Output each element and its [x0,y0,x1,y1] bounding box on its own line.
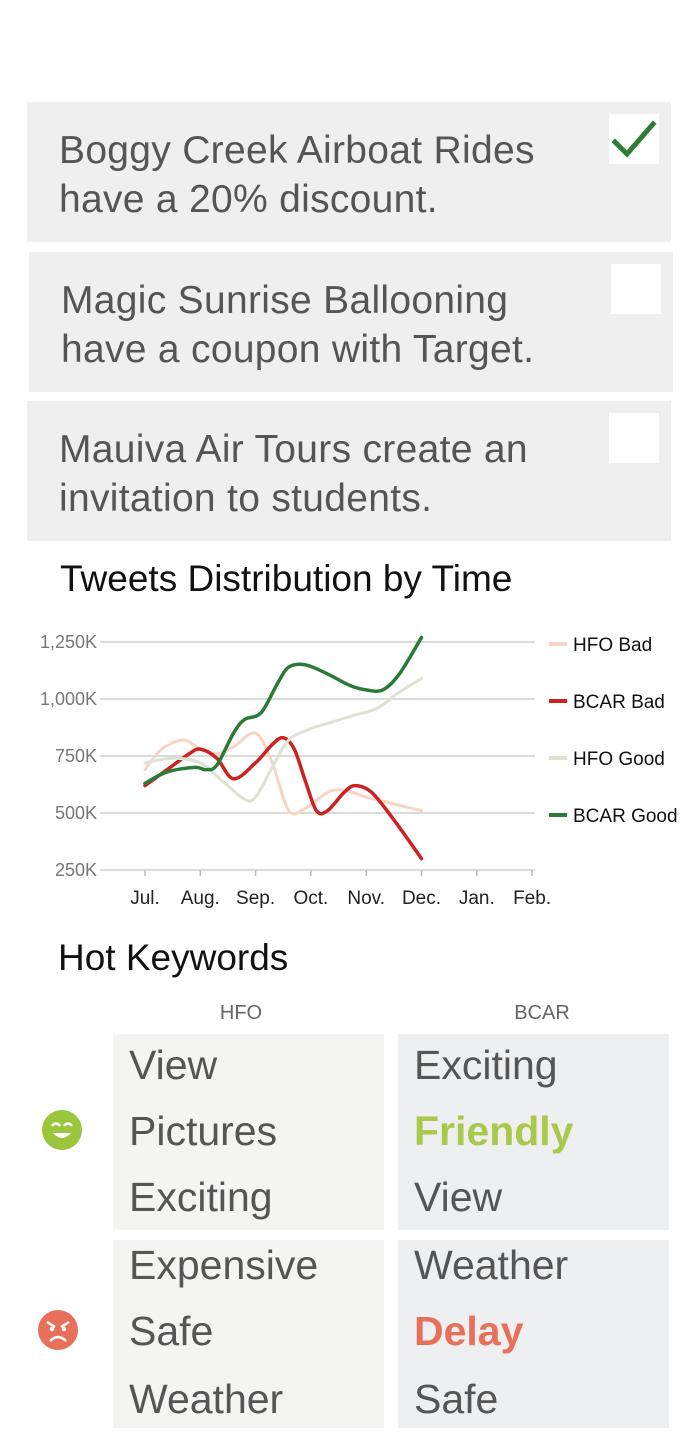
task-checkbox-3[interactable] [609,413,659,463]
keyword-item-highlight: Delay [414,1308,524,1354]
keyword-item-highlight: Friendly [414,1108,574,1154]
keyword-item: Expensive [129,1242,319,1288]
keyword-item: View [129,1042,218,1088]
keyword-item: Safe [414,1376,499,1422]
series-line-hfo-bad [143,731,423,816]
series-line-hfo-good [143,676,423,803]
keyword-item: Exciting [414,1042,558,1088]
keyword-item: Exciting [129,1174,273,1220]
x-tick-label: Nov. [347,888,385,909]
keyword-box-hfo-good: View Pictures Exciting [113,1034,384,1230]
y-tick-label: 500K [55,803,97,823]
y-tick-label: 1,250K [40,632,97,652]
x-tick-label: Jan. [459,888,495,909]
series-line-bcar-good [143,635,424,786]
keyword-item: Weather [414,1242,569,1288]
task-card-2: Magic Sunrise Ballooning have a coupon w… [29,252,673,392]
keyword-item: Weather [129,1376,284,1422]
keyword-box-hfo-bad: Expensive Safe Weather [113,1240,384,1428]
checkmark-icon [611,120,657,158]
task-checkbox-2[interactable] [611,264,661,314]
task-checkbox-1[interactable] [609,114,659,164]
legend-label: HFO Good [573,749,665,770]
keyword-item: View [414,1174,503,1220]
task-text-3: Mauiva Air Tours create an invitation to… [59,428,528,520]
x-tick-label: Aug. [181,888,220,909]
column-header-hfo: HFO [219,1002,263,1024]
task-card-3: Mauiva Air Tours create an invitation to… [27,401,671,541]
task-card-1: Boggy Creek Airboat Rides have a 20% dis… [27,102,671,242]
happy-face-icon [42,1110,82,1150]
column-header-bcar: BCAR [514,1002,570,1024]
keyword-item: Pictures [129,1108,278,1154]
task-text-1: Boggy Creek Airboat Rides have a 20% dis… [59,129,535,221]
keywords-title: Hot Keywords [58,937,289,978]
legend-label: BCAR Good [573,806,678,827]
y-tick-label: 1,000K [40,689,97,709]
keyword-item: Safe [129,1308,214,1354]
y-tick-label: 750K [55,746,97,766]
chart-title: Tweets Distribution by Time [60,558,513,599]
x-tick-label: Feb. [513,888,551,909]
keyword-box-bcar-bad: Weather Delay Safe [398,1240,669,1428]
tweets-line-chart: 250K 500K 750K 1,000K 1,250K Jul. Aug. Sep. Oct.… [40,632,678,909]
y-tick-label: 250K [55,860,97,880]
x-tick-label: Sep. [236,888,275,909]
task-text-2: Magic Sunrise Ballooning have a coupon w… [61,279,535,371]
x-tick-label: Dec. [402,888,441,909]
legend-label: BCAR Bad [573,692,665,713]
legend-label: HFO Bad [573,635,652,656]
x-tick-label: Jul. [130,888,160,909]
x-tick-label: Oct. [293,888,328,909]
angry-face-icon [38,1310,78,1350]
keyword-box-bcar-good: Exciting Friendly View [398,1034,669,1230]
